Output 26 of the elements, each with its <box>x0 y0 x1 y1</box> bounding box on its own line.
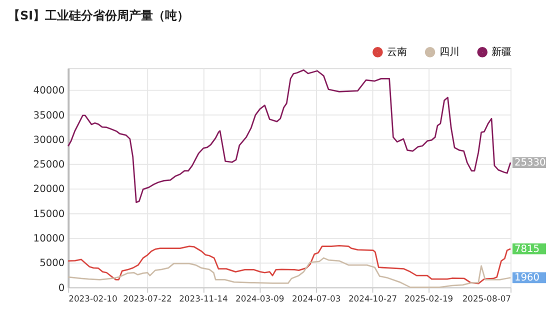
data-label: 1960 <box>514 272 540 284</box>
y-tick-label: 5000 <box>40 258 65 270</box>
y-tick-label: 40000 <box>33 86 65 97</box>
x-tick-label: 2024-10-27 <box>348 294 398 304</box>
x-tick-label: 2023-07-22 <box>123 294 172 304</box>
x-tick-label: 2024-03-09 <box>236 294 284 304</box>
chart-title: 【SI】工业硅分省份周产量（吨） <box>8 8 190 23</box>
y-tick-label: 30000 <box>33 134 65 146</box>
x-tick-label: 2023-02-10 <box>68 294 118 304</box>
data-label: 25330 <box>514 157 546 168</box>
y-tick-label: 35000 <box>33 110 65 122</box>
x-tick-label: 2025-02-19 <box>404 294 454 304</box>
legend-label: 新疆 <box>492 46 512 58</box>
legend-label: 四川 <box>439 46 460 58</box>
x-tick-label: 2024-07-03 <box>292 294 341 304</box>
y-tick-label: 15000 <box>33 208 65 220</box>
line-series <box>67 244 512 284</box>
x-tick-label: 2023-11-14 <box>179 294 228 304</box>
x-tick-label: 2025-08-07 <box>462 294 511 304</box>
data-label: 7815 <box>514 244 540 255</box>
y-tick-label: 10000 <box>33 234 65 245</box>
y-tick-label: 0 <box>58 282 65 294</box>
line-series <box>67 69 512 204</box>
legend-label: 云南 <box>387 46 408 58</box>
y-tick-label: 25000 <box>33 160 65 171</box>
y-tick-label: 20000 <box>33 184 65 196</box>
